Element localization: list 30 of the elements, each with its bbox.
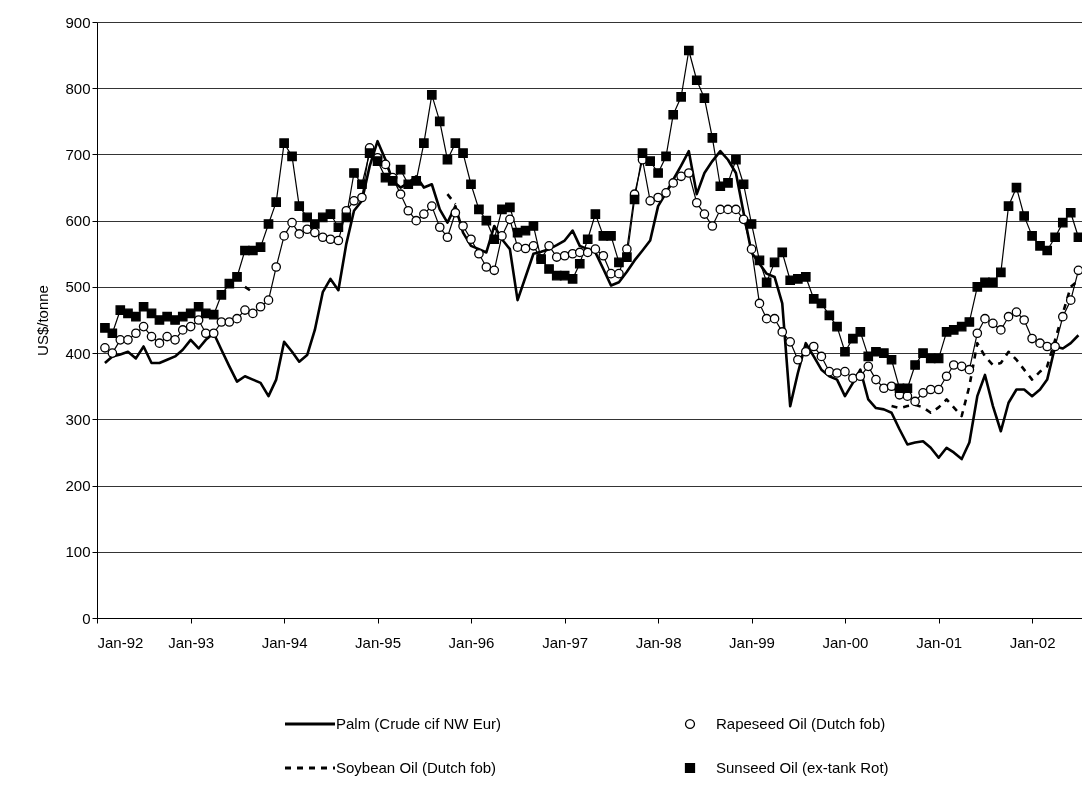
y-tick-label: 800	[65, 79, 91, 97]
y-tick-label: 400	[65, 344, 91, 362]
legend-label: Sunseed Oil (ex-tank Rot)	[716, 759, 889, 776]
y-axis-title: US$/tonne	[34, 285, 52, 356]
y-tick-label: 600	[65, 212, 91, 230]
x-tick-label: Jan-94	[261, 633, 308, 651]
x-tick-label: Jan-93	[168, 633, 215, 651]
point	[1050, 341, 1060, 352]
x-tick-label: Jan-99	[729, 633, 775, 651]
y-tick-label: 700	[65, 145, 91, 163]
x-tick-label: Jan-02	[1009, 633, 1056, 651]
y-tick-label: 500	[65, 278, 91, 296]
y-tick-label: 100	[65, 543, 91, 561]
y-tick-label: 900	[65, 13, 91, 31]
y-tick-label: 200	[65, 477, 91, 495]
x-tick-label: Jan-92	[97, 633, 144, 651]
x-tick-label: Jan-01	[916, 633, 963, 651]
legend-label: Rapeseed Oil (Dutch fob)	[716, 715, 886, 732]
point	[661, 188, 671, 198]
y-tick-label: 0	[82, 609, 91, 627]
y-tick-label: 300	[65, 410, 91, 428]
legend-label: Soybean Oil (Dutch fob)	[336, 759, 497, 776]
point	[387, 176, 398, 186]
legend-label: Palm (Crude cif NW Eur)	[336, 715, 502, 732]
x-tick-label: Jan-00	[822, 633, 869, 651]
x-tick-label: Jan-95	[355, 633, 401, 651]
point	[208, 328, 219, 339]
x-tick-label: Jan-97	[542, 633, 589, 651]
x-tick-label: Jan-98	[635, 633, 682, 651]
x-tick-label: Jan-96	[448, 633, 495, 651]
